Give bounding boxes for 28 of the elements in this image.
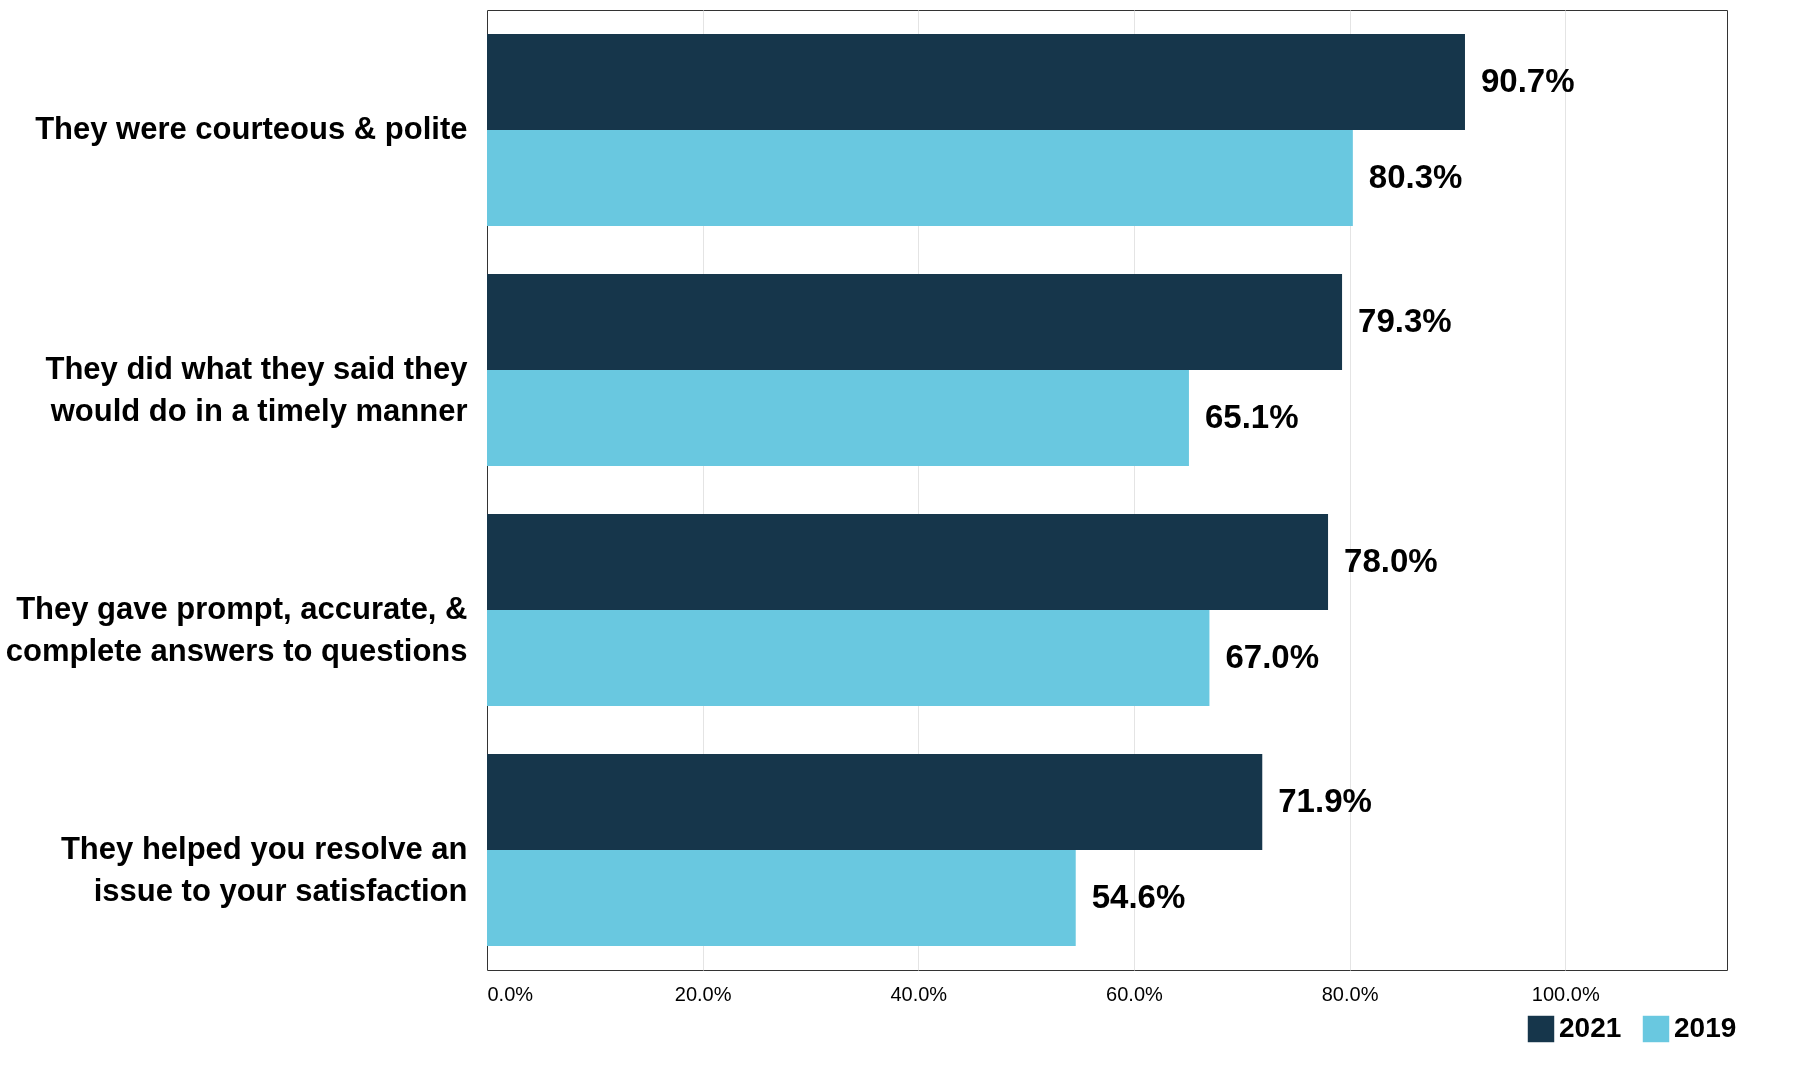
bar	[487, 850, 1076, 946]
y-tick-label: They did what they said they would do in a timely manner	[45, 351, 469, 428]
data-label: 65.1%	[1204, 398, 1299, 435]
x-tick-label: 60.0%	[1106, 982, 1164, 1005]
bar	[487, 370, 1189, 466]
bar	[487, 34, 1465, 130]
data-label: 79.3%	[1358, 302, 1452, 339]
y-tick-label: They gave prompt, accurate, & complete answers to questions	[5, 591, 468, 668]
bar	[487, 514, 1329, 610]
x-tick-label: 40.0%	[890, 982, 948, 1005]
y-tick-label: They helped you resolve an issue to your satisfaction	[60, 831, 468, 908]
bar	[487, 130, 1353, 226]
bar	[487, 274, 1343, 370]
data-label: 78.0%	[1344, 542, 1438, 579]
data-label: 71.9%	[1278, 782, 1372, 819]
x-tick-label: 20.0%	[674, 982, 732, 1005]
data-label: 90.7%	[1480, 62, 1575, 99]
y-tick-label: They were courteous & polite	[35, 111, 468, 146]
data-label: 54.6%	[1091, 878, 1186, 915]
bar	[487, 754, 1263, 850]
x-tick-label: 100.0%	[1531, 982, 1600, 1005]
x-tick-label: 0.0%	[487, 982, 534, 1005]
data-label: 67.0%	[1225, 638, 1320, 675]
x-tick-label: 80.0%	[1321, 982, 1379, 1005]
data-label: 80.3%	[1368, 158, 1463, 195]
bar	[487, 610, 1210, 706]
legend-label: 2019	[1674, 1012, 1737, 1043]
legend-label: 2021	[1559, 1012, 1622, 1043]
